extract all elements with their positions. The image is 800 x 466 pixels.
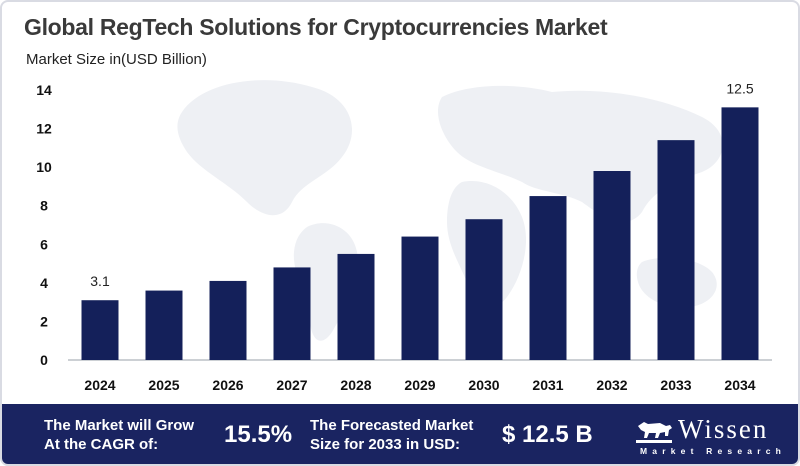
bar-2029 [401, 236, 439, 360]
x-axis-ticks: 2024 2025 2026 2027 2028 2029 2030 2031 2032 2033… [84, 377, 755, 393]
x-tick-label: 2032 [596, 377, 627, 393]
x-tick-label: 2028 [340, 377, 371, 393]
bar-2032 [593, 171, 631, 360]
cagr-value: 15.5% [224, 421, 293, 448]
x-tick-label: 2029 [404, 377, 435, 393]
x-tick-label: 2024 [84, 377, 115, 393]
bar-2034 [721, 107, 759, 360]
x-tick-label: 2034 [724, 377, 755, 393]
bar-2031 [529, 196, 567, 360]
cagr-label: The Market will Grow At the CAGR of: [44, 416, 194, 454]
bar-2033 [657, 140, 695, 360]
cagr-label-line2: At the CAGR of: [44, 436, 159, 453]
cagr-label-line1: The Market will Grow [44, 417, 195, 434]
forecast-value: $ 12.5 B [502, 421, 593, 448]
forecast-label-line1: The Forecasted Market [310, 417, 474, 434]
y-axis-ticks: 0 2 4 6 8 10 12 14 [36, 82, 52, 368]
x-tick-label: 2030 [468, 377, 499, 393]
bar-2030 [465, 219, 503, 360]
bar-2027 [273, 267, 311, 360]
y-tick-label: 8 [40, 198, 48, 214]
bar-2024 [81, 300, 119, 360]
bar-chart: 0 2 4 6 8 10 12 14 2024 2025 2026 2027 2028 2029 2030… [36, 80, 772, 393]
bars [81, 107, 759, 360]
y-tick-label: 12 [36, 121, 52, 137]
y-tick-label: 2 [40, 313, 48, 329]
x-tick-label: 2033 [660, 377, 691, 393]
forecast-label-line2: Size for 2033 in USD: [310, 436, 461, 453]
bar-2025 [145, 290, 183, 360]
company-logo: Wissen Market Research [634, 414, 794, 460]
footer-banner: The Market will Grow At the CAGR of: 15.… [2, 404, 798, 464]
y-tick-label: 10 [36, 159, 52, 175]
y-tick-label: 4 [40, 275, 48, 291]
y-tick-label: 14 [36, 82, 52, 98]
x-tick-label: 2027 [276, 377, 307, 393]
bar-2028 [337, 253, 375, 360]
logo-name: Wissen [678, 414, 769, 444]
bar-2026 [209, 280, 247, 360]
y-tick-label: 0 [40, 352, 48, 368]
y-tick-label: 6 [40, 236, 48, 252]
data-label: 3.1 [90, 273, 110, 289]
forecast-label: The Forecasted Market Size for 2033 in U… [310, 416, 473, 454]
logo-tagline: Market Research [640, 446, 787, 456]
chart-title: Global RegTech Solutions for Cryptocurre… [24, 14, 608, 40]
data-label: 12.5 [726, 80, 753, 96]
y-axis-unit-label: Market Size in(USD Billion) [26, 51, 207, 68]
x-tick-label: 2031 [532, 377, 563, 393]
data-labels: 3.1 12.5 [90, 80, 754, 289]
x-tick-label: 2026 [212, 377, 243, 393]
bull-icon [636, 422, 672, 443]
x-tick-label: 2025 [148, 377, 179, 393]
